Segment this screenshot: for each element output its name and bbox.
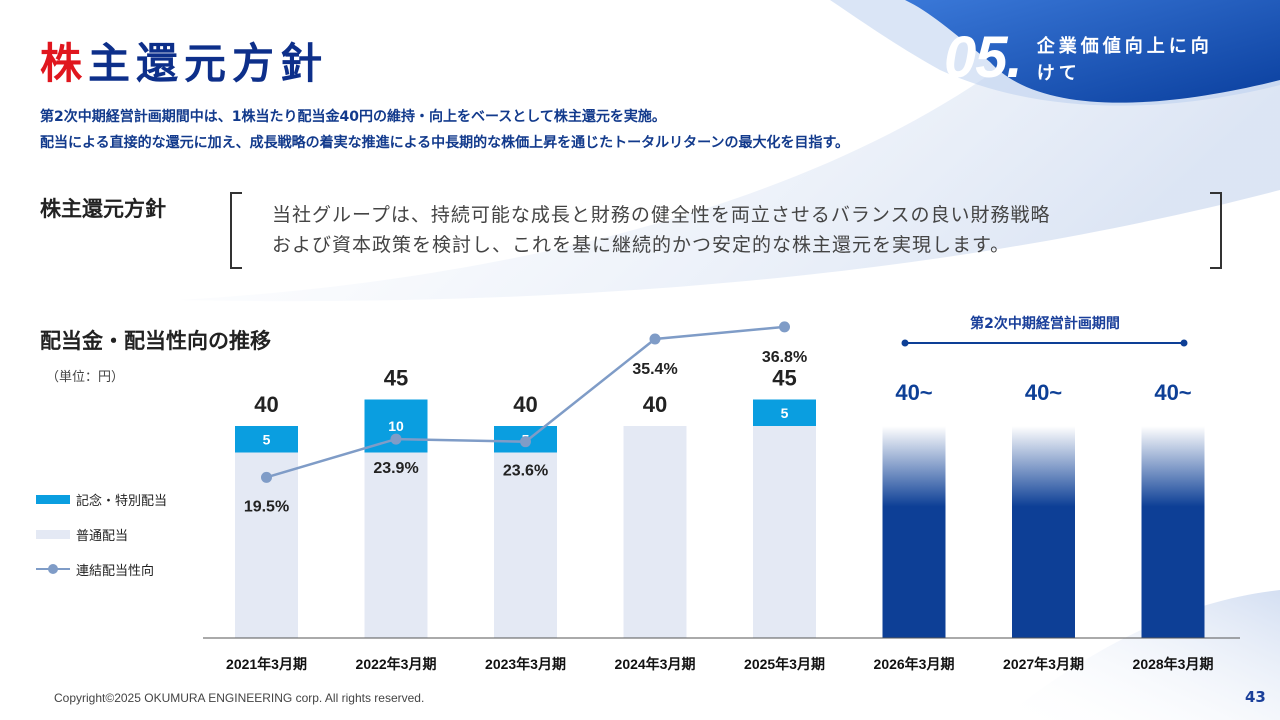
x-tick-label: 2028年3月期 <box>1133 656 1214 672</box>
unit-label: （単位：円） <box>46 370 125 385</box>
section-label: 企業価値向上に向けて <box>1036 36 1213 84</box>
legend-label-ordinary: 普通配当 <box>76 528 129 544</box>
special-value-label: 10 <box>388 418 404 434</box>
ordinary-bar <box>235 452 298 638</box>
x-tick-label: 2021年3月期 <box>226 656 307 672</box>
legend-swatch-special <box>36 494 70 504</box>
lead-line-2: 配当による直接的な還元に加え、成長戦略の着実な推進による中長期的な株価上昇を通じ… <box>40 135 850 151</box>
page-title-rest: 主還元方針 <box>88 39 329 88</box>
page-title: 株主還元方針 <box>40 30 328 91</box>
bar-total-label: 40~ <box>1025 380 1062 405</box>
chart-title: 配当金・配当性向の推移 <box>40 329 271 353</box>
plan-period-start-dot <box>901 339 909 347</box>
legend-line-payout <box>36 563 70 575</box>
payout-ratio-point <box>390 433 402 445</box>
ordinary-bar <box>494 452 557 638</box>
payout-ratio-label: 19.5% <box>244 498 289 515</box>
policy-line-1: 当社グループは、持続可能な成長と財務の健全性を両立させるバランスの良い財務戦略 <box>272 204 1051 226</box>
legend-item-payout: 連結配当性向 <box>36 560 167 579</box>
bar-total-label: 40~ <box>1154 380 1191 405</box>
special-bar <box>753 399 816 426</box>
x-tick-label: 2024年3月期 <box>615 656 696 672</box>
plan-period-label: 第2次中期経営計画期間 <box>970 316 1120 332</box>
left-bracket <box>230 192 242 269</box>
payout-ratio-label: 23.6% <box>503 463 548 480</box>
x-tick-label: 2022年3月期 <box>356 656 437 672</box>
legend-label-payout: 連結配当性向 <box>76 563 155 579</box>
legend-swatch-ordinary <box>36 529 70 539</box>
special-bar <box>235 426 298 453</box>
x-tick-label: 2025年3月期 <box>744 656 825 672</box>
x-tick-label: 2026年3月期 <box>874 656 955 672</box>
special-value-label: 5 <box>781 405 789 421</box>
policy-heading: 株主還元方針 <box>40 197 166 221</box>
ordinary-bar <box>364 452 428 638</box>
page-title-first-char: 株 <box>40 39 89 88</box>
copyright-footer: Copyright©2025 OKUMURA ENGINEERING corp.… <box>54 691 425 705</box>
legend-label-special: 記念・特別配当 <box>76 493 168 509</box>
ordinary-bar <box>623 426 687 638</box>
lead-text: 第2次中期経営計画期間中は、1株当たり配当金40円の維持・向上をベースとして株主… <box>40 104 849 156</box>
chart-legend: 記念・特別配当 普通配当 連結配当性向 <box>36 490 167 595</box>
x-tick-label: 2027年3月期 <box>1003 656 1084 672</box>
forecast-bar <box>1012 426 1075 638</box>
payout-ratio-point <box>261 471 272 483</box>
bar-total-label: 40 <box>643 392 667 417</box>
payout-ratio-label: 35.4% <box>632 361 677 378</box>
section-number: 05. <box>944 25 1023 90</box>
forecast-bar <box>1141 426 1205 638</box>
bar-total-label: 45 <box>772 366 796 391</box>
bar-total-label: 40~ <box>895 380 932 405</box>
x-tick-label: 2023年3月期 <box>485 656 566 672</box>
forecast-bar <box>882 426 946 638</box>
legend-item-special: 記念・特別配当 <box>36 490 168 509</box>
policy-statement: 当社グループは、持続可能な成長と財務の健全性を両立させるバランスの良い財務戦略 … <box>272 200 1202 260</box>
special-value-label: 5 <box>263 431 271 447</box>
bar-total-label: 45 <box>384 366 408 391</box>
policy-line-2: および資本政策を検討し、これを基に継続的かつ安定的な株主還元を実現します。 <box>272 234 1011 256</box>
payout-ratio-point <box>649 333 661 345</box>
payout-ratio-point <box>779 321 790 333</box>
plan-period-end-dot <box>1180 339 1188 347</box>
payout-ratio-label: 36.8% <box>762 349 807 366</box>
legend-item-ordinary: 普通配当 <box>36 525 167 544</box>
lead-line-1: 第2次中期経営計画期間中は、1株当たり配当金40円の維持・向上をベースとして株主… <box>40 109 666 125</box>
section-badge: 05. 企業価値向上に向けて <box>944 24 1217 91</box>
payout-ratio-label: 23.9% <box>373 460 418 477</box>
ordinary-bar <box>753 426 816 638</box>
right-bracket <box>1210 192 1222 269</box>
page-number: 43 <box>1245 688 1266 706</box>
bar-total-label: 40 <box>254 392 278 417</box>
payout-ratio-point <box>520 436 531 448</box>
bar-total-label: 40 <box>513 392 537 417</box>
